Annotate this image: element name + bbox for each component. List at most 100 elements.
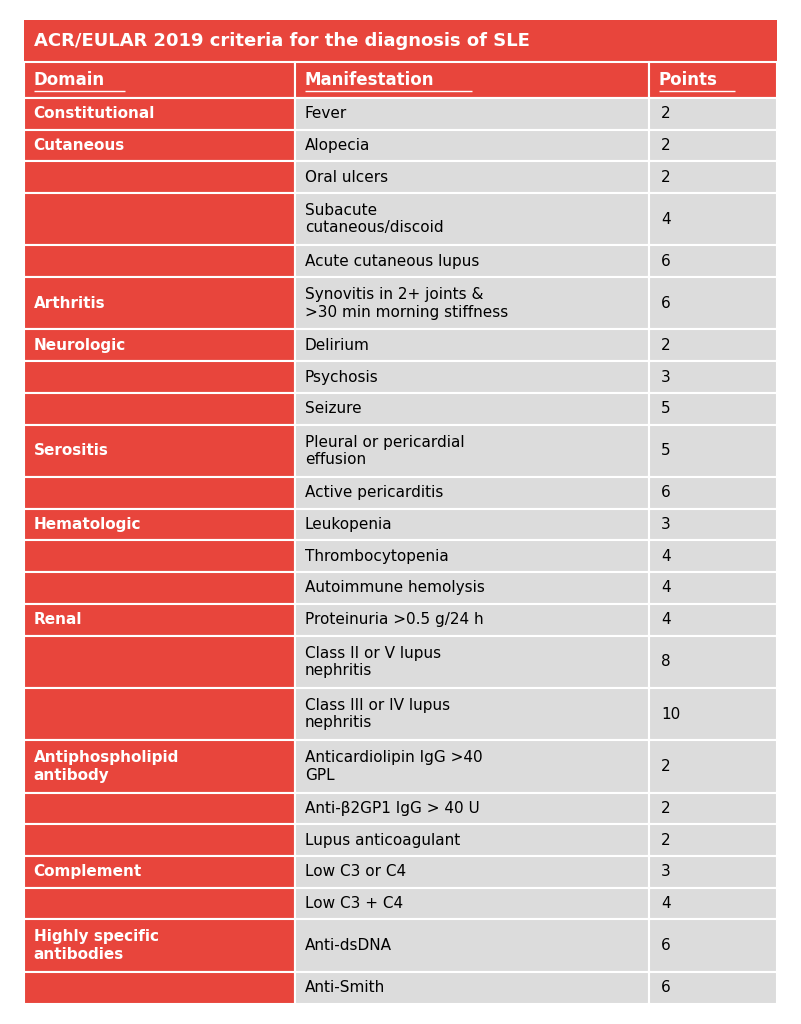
Bar xyxy=(24,688,295,740)
Bar xyxy=(649,278,777,330)
Bar xyxy=(649,541,777,572)
Bar xyxy=(649,572,777,604)
Text: Class III or IV lupus
nephritis: Class III or IV lupus nephritis xyxy=(304,698,450,730)
Bar xyxy=(649,246,777,278)
Text: Complement: Complement xyxy=(34,864,142,880)
Bar xyxy=(649,162,777,194)
Text: Arthritis: Arthritis xyxy=(34,296,105,311)
Text: Autoimmune hemolysis: Autoimmune hemolysis xyxy=(304,581,485,596)
Text: 3: 3 xyxy=(661,864,670,880)
Bar xyxy=(649,688,777,740)
Bar xyxy=(295,361,649,393)
Bar xyxy=(24,130,295,162)
Text: 6: 6 xyxy=(661,980,670,995)
Bar xyxy=(295,793,649,824)
Bar xyxy=(24,572,295,604)
Text: Manifestation: Manifestation xyxy=(304,72,434,89)
Text: 6: 6 xyxy=(661,938,670,953)
Text: Points: Points xyxy=(658,72,718,89)
Text: 2: 2 xyxy=(661,833,670,848)
Bar xyxy=(295,824,649,856)
Text: Fever: Fever xyxy=(304,106,347,121)
Bar xyxy=(24,278,295,330)
Text: Thrombocytopenia: Thrombocytopenia xyxy=(304,549,449,564)
Text: 6: 6 xyxy=(661,485,670,501)
Bar xyxy=(295,425,649,477)
Text: 4: 4 xyxy=(661,896,670,911)
Bar xyxy=(295,278,649,330)
Bar xyxy=(24,824,295,856)
Bar xyxy=(295,162,649,194)
Bar xyxy=(649,509,777,541)
Bar xyxy=(24,920,295,972)
Text: Seizure: Seizure xyxy=(304,401,361,417)
Text: 2: 2 xyxy=(661,801,670,816)
Text: Low C3 + C4: Low C3 + C4 xyxy=(304,896,403,911)
Bar xyxy=(295,194,649,246)
Bar xyxy=(24,20,777,62)
Bar xyxy=(649,62,777,98)
Bar xyxy=(295,62,649,98)
Bar xyxy=(649,194,777,246)
Text: 3: 3 xyxy=(661,370,670,385)
Text: 10: 10 xyxy=(661,707,680,722)
Bar xyxy=(295,972,649,1004)
Text: ACR/EULAR 2019 criteria for the diagnosis of SLE: ACR/EULAR 2019 criteria for the diagnosi… xyxy=(34,33,529,50)
Bar xyxy=(295,740,649,793)
Text: Domain: Domain xyxy=(34,72,105,89)
Bar xyxy=(649,793,777,824)
Text: Serositis: Serositis xyxy=(34,443,108,459)
Bar xyxy=(649,604,777,636)
Text: Oral ulcers: Oral ulcers xyxy=(304,170,388,184)
Bar xyxy=(649,130,777,162)
Bar xyxy=(24,393,295,425)
Text: 3: 3 xyxy=(661,517,670,532)
Bar xyxy=(295,604,649,636)
Bar xyxy=(24,856,295,888)
Bar xyxy=(649,425,777,477)
Text: Anticardiolipin IgG >40
GPL: Anticardiolipin IgG >40 GPL xyxy=(304,751,482,782)
Text: Neurologic: Neurologic xyxy=(34,338,126,353)
Text: 4: 4 xyxy=(661,549,670,564)
Text: 2: 2 xyxy=(661,759,670,774)
Bar xyxy=(295,572,649,604)
Bar xyxy=(649,888,777,920)
Bar xyxy=(649,740,777,793)
Text: 2: 2 xyxy=(661,106,670,121)
Bar xyxy=(24,330,295,361)
Text: Anti-dsDNA: Anti-dsDNA xyxy=(304,938,392,953)
Text: Class II or V lupus
nephritis: Class II or V lupus nephritis xyxy=(304,645,441,678)
Bar xyxy=(24,793,295,824)
Text: 4: 4 xyxy=(661,581,670,596)
Text: Anti-β2GP1 IgG > 40 U: Anti-β2GP1 IgG > 40 U xyxy=(304,801,480,816)
Bar xyxy=(295,888,649,920)
Text: Anti-Smith: Anti-Smith xyxy=(304,980,385,995)
Bar xyxy=(24,604,295,636)
Text: Psychosis: Psychosis xyxy=(304,370,378,385)
Bar xyxy=(24,246,295,278)
Text: 6: 6 xyxy=(661,296,670,311)
Bar xyxy=(649,393,777,425)
Text: Manifestation: Manifestation xyxy=(304,72,434,89)
Text: Constitutional: Constitutional xyxy=(34,106,155,121)
Text: 5: 5 xyxy=(661,443,670,459)
Text: Domain: Domain xyxy=(34,72,105,89)
Bar xyxy=(295,920,649,972)
Text: 8: 8 xyxy=(661,654,670,670)
Bar xyxy=(24,425,295,477)
Bar xyxy=(24,194,295,246)
Bar xyxy=(295,509,649,541)
Text: Active pericarditis: Active pericarditis xyxy=(304,485,443,501)
Text: 6: 6 xyxy=(661,254,670,268)
Text: 2: 2 xyxy=(661,338,670,353)
Bar xyxy=(295,477,649,509)
Bar xyxy=(24,98,295,130)
Bar xyxy=(24,541,295,572)
Bar xyxy=(649,477,777,509)
Text: Subacute
cutaneous/discoid: Subacute cutaneous/discoid xyxy=(304,203,443,236)
Bar xyxy=(295,393,649,425)
Text: Proteinuria >0.5 g/24 h: Proteinuria >0.5 g/24 h xyxy=(304,612,483,628)
Text: Antiphospholipid
antibody: Antiphospholipid antibody xyxy=(34,751,179,782)
Text: Delirium: Delirium xyxy=(304,338,369,353)
Bar xyxy=(649,98,777,130)
